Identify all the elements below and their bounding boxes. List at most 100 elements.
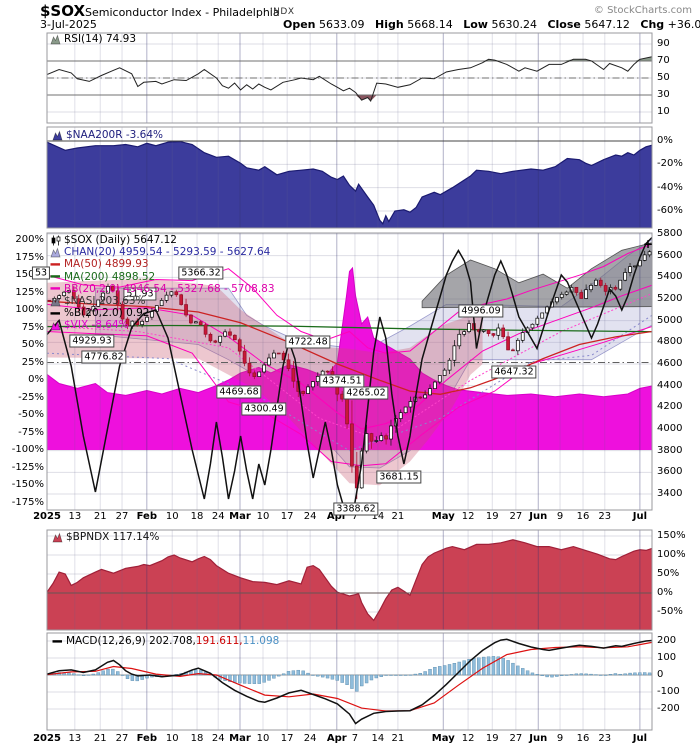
legend-text: RSI(14) 74.93 (64, 33, 137, 46)
main-left-axis-label: 150% (15, 269, 44, 280)
bottom-date-axis-label: 19 (485, 733, 499, 744)
legend-text: $NAA200R -3.64% (66, 129, 164, 142)
date-axis-label: 16 (576, 511, 590, 522)
legend-text: CHAN(20) 4959.54 - 5293.59 - 5627.64 (64, 246, 271, 259)
naa200r-y-axis-label: 0% (657, 135, 673, 146)
bpndx-y-axis-label: 150% (657, 530, 686, 541)
bottom-date-axis-label: Apr (326, 733, 347, 744)
date-axis-label: Jul (632, 511, 648, 522)
date-axis-label: 13 (68, 511, 82, 522)
rsi-y-axis-label: 90 (657, 38, 670, 49)
bottom-date-axis-label: 7 (351, 733, 359, 744)
line-style-icon (52, 639, 62, 643)
legend-text: $BPNDX 117.14% (66, 531, 160, 544)
legend: RSI(14) 74.93 (50, 33, 136, 45)
low-label: Low (463, 18, 488, 31)
bottom-date-axis-label: 16 (576, 733, 590, 744)
rsi-y-axis-label: 30 (657, 89, 670, 100)
legend-text: $SOX (Daily) 5647.12 (64, 234, 177, 247)
price-annotation: 4722.48 (285, 335, 331, 349)
main-y-axis-label: 5000 (657, 314, 683, 326)
price-annotation: 4929.93 (69, 334, 115, 348)
main-left-axis-label: 50% (21, 339, 44, 350)
naa200r-y-axis-label: -60% (657, 205, 683, 216)
legend: $BPNDX 117.14% (52, 531, 159, 543)
main-y-axis-label: 4200 (657, 401, 683, 413)
main-y-axis-label: 5400 (657, 271, 683, 283)
main-left-axis-label: -150% (11, 479, 44, 490)
date-axis-label: 18 (190, 511, 204, 522)
main-left-axis-label: 200% (15, 234, 44, 245)
main-y-axis-label: 3600 (657, 466, 683, 478)
ohlc-row: Open 5633.09 High 5668.14 Low 5630.24 Cl… (283, 18, 700, 31)
bottom-date-axis-label: 17 (280, 733, 294, 744)
chart-date: 3-Jul-2025 (40, 18, 97, 31)
price-annotation: 4776.82 (81, 350, 127, 364)
main-y-axis-label: 5800 (657, 228, 683, 239)
area-chart-icon (50, 34, 61, 44)
legend-item-ma50: MA(50) 4899.93 (50, 258, 275, 270)
main-y-axis-label: 3400 (657, 488, 683, 499)
naa200r-y-axis-label: -40% (657, 181, 683, 193)
macd-y-axis-label: 200 (657, 635, 677, 646)
macd-y-axis-label: 0 (657, 669, 664, 680)
bottom-date-axis-label: 2025 (33, 733, 61, 744)
date-axis-label: 24 (303, 511, 317, 522)
date-axis-label: 17 (280, 511, 294, 522)
line-style-icon (50, 263, 60, 266)
area-chart-icon (50, 295, 61, 306)
date-axis-label: 12 (461, 511, 475, 522)
main-left-axis-label: -25% (18, 391, 44, 403)
legend-item-rsi: RSI(14) 74.93 (50, 33, 136, 45)
date-axis-label: Apr (326, 511, 347, 522)
bottom-date-axis-label: Feb (136, 733, 157, 744)
chg-label: Chg (640, 18, 665, 31)
main-left-axis-label: 175% (15, 251, 44, 263)
legend-item-vix: $VIX -8.64% (50, 319, 275, 331)
bottom-date-axis-label: 21 (391, 733, 405, 744)
open-label: Open (283, 18, 316, 31)
main-left-axis-label: -175% (11, 496, 44, 508)
legend-text: MA(200) 4898.52 (64, 270, 156, 283)
main-left-axis-label: 100% (15, 304, 44, 315)
date-axis-label: 21 (391, 511, 405, 522)
bottom-date-axis-label: 10 (256, 733, 270, 744)
macd-y-axis-label: 100 (657, 652, 677, 663)
high-label: High (375, 18, 404, 31)
date-axis-label: 10 (256, 511, 270, 522)
price-annotation: 4469.68 (216, 385, 262, 399)
candlestick-icon (51, 235, 61, 246)
date-axis-label: 27 (115, 511, 129, 522)
legend-item-sox: $SOX (Daily) 5647.12 (50, 234, 275, 246)
rsi-y-axis-label: 70 (657, 55, 670, 66)
main-y-axis-label: 5600 (657, 249, 683, 261)
bpndx-y-axis-label: -50% (657, 606, 683, 617)
price-annotation: 5366.32 (178, 266, 224, 280)
date-axis-label: 7 (351, 511, 359, 522)
bottom-date-axis-label: 18 (190, 733, 204, 744)
legend-text: $NASI 203.63% (64, 295, 146, 308)
area-chart-icon (52, 532, 63, 542)
bottom-date-axis-label: 24 (211, 733, 225, 744)
price-annotation: 3388.62 (333, 502, 379, 516)
price-annotation: 51.93 (123, 287, 157, 301)
bpndx-y-axis-label: 50% (657, 568, 680, 579)
bottom-date-axis-label: 14 (371, 733, 385, 744)
bottom-date-axis-label: Mar (229, 733, 251, 744)
close-value: 5647.12 (584, 18, 630, 31)
high-value: 5668.14 (407, 18, 453, 31)
legend-item-bb: BB(20,2.0) 4946.54 - 5327.68 - 5708.83 (50, 283, 275, 295)
main-left-axis-label: 75% (21, 321, 44, 333)
main-y-axis-label: 5200 (657, 293, 683, 304)
line-style-icon (50, 311, 60, 315)
legend-text: BB(20,2.0) 4946.54 - 5327.68 - 5708.83 (64, 282, 275, 295)
main-y-axis-label: 4600 (657, 358, 683, 369)
legend-item-nasi: $NASI 203.63% (50, 295, 275, 307)
legend-item-bpndx: $BPNDX 117.14% (52, 531, 159, 543)
bpndx-y-axis-label: 100% (657, 549, 686, 560)
date-axis-label: 9 (556, 511, 564, 522)
bottom-date-axis-label: May (431, 733, 455, 744)
naa200r-y-axis-label: -20% (657, 158, 683, 170)
price-annotation: 3681.15 (376, 470, 422, 484)
